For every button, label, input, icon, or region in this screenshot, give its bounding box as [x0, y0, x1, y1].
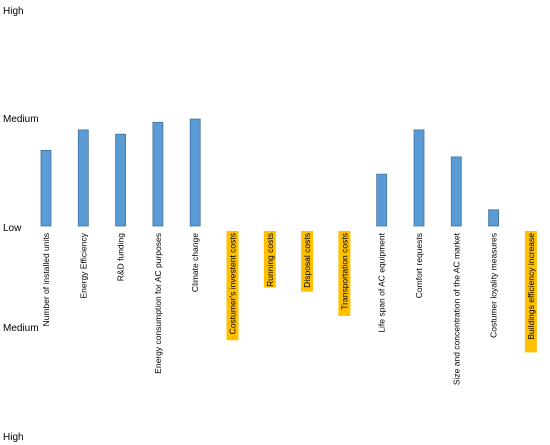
bar-4	[189, 118, 201, 227]
category-label-0: Number of installed units	[41, 233, 51, 327]
category-label-6: Running costs	[265, 233, 275, 287]
category-label-1: Energy Efficiency	[78, 232, 88, 298]
label-highlight-13	[524, 231, 537, 353]
y-tick-baseline: Low	[3, 223, 22, 234]
bar-3	[152, 121, 164, 227]
label-highlight-8	[338, 231, 351, 316]
bar-0	[40, 149, 52, 227]
y-tick-bottom-medium: Medium	[3, 323, 39, 334]
bar-1	[77, 129, 89, 227]
category-label-7: Disposal costs	[302, 233, 312, 288]
category-label-11: Size and concentration of the AC market	[451, 232, 461, 385]
label-highlight-5	[226, 231, 239, 341]
label-highlight-6	[263, 231, 276, 288]
y-tick-top-high: High	[3, 6, 24, 17]
category-label-5: Costumer's investent costs	[228, 233, 238, 334]
category-label-10: Comfort requests	[414, 233, 424, 298]
category-label-9: Life span of AC equipment	[377, 232, 387, 332]
bar-2	[115, 133, 126, 227]
bar-10	[413, 129, 425, 227]
category-label-3: Energy consumption for AC purposes	[153, 233, 163, 374]
category-label-12: Costumer loyality measures	[489, 233, 499, 338]
category-label-8: Transportation costs	[339, 233, 349, 310]
bar-9	[376, 173, 388, 227]
category-label-13: Buildings efficiency increase	[526, 233, 536, 340]
bar-12	[488, 209, 500, 227]
category-label-2: R&D funding	[116, 233, 126, 281]
y-tick-bottom-high: High	[3, 432, 24, 443]
y-tick-top-medium: Medium	[3, 114, 39, 125]
bar-11	[450, 156, 462, 227]
category-label-4: Climate change	[190, 233, 200, 292]
category-labels: Number of installed units Energy Efficien…	[41, 232, 536, 385]
label-highlight-7	[301, 231, 314, 292]
highlight-layer	[226, 231, 537, 353]
bars-layer	[40, 118, 500, 227]
